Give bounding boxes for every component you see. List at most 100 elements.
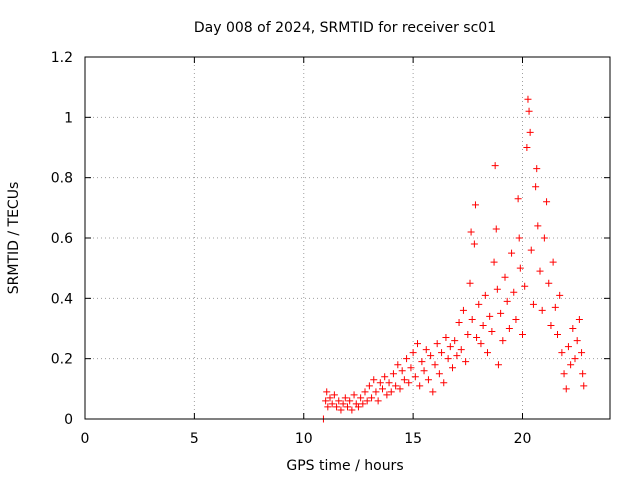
x-axis-label: GPS time / hours bbox=[286, 458, 403, 474]
data-point bbox=[455, 318, 463, 326]
data-point bbox=[389, 370, 397, 378]
data-point bbox=[431, 361, 439, 369]
data-point bbox=[370, 376, 378, 384]
data-point bbox=[490, 258, 498, 266]
data-point bbox=[400, 376, 408, 384]
data-point bbox=[374, 397, 382, 405]
data-point bbox=[475, 300, 483, 308]
data-point bbox=[365, 382, 373, 390]
x-tick-label: 0 bbox=[81, 431, 90, 447]
data-point bbox=[578, 349, 586, 357]
y-tick-label: 0 bbox=[64, 412, 73, 428]
data-point bbox=[462, 358, 470, 366]
data-point bbox=[556, 291, 564, 299]
data-point bbox=[519, 331, 526, 339]
data-point bbox=[467, 228, 475, 236]
data-point bbox=[348, 406, 356, 414]
y-tick-label: 1 bbox=[64, 110, 73, 126]
data-point bbox=[560, 370, 568, 378]
data-point bbox=[363, 397, 371, 405]
data-point bbox=[473, 334, 481, 342]
data-point bbox=[341, 394, 349, 402]
data-point bbox=[403, 355, 411, 363]
data-point bbox=[392, 382, 400, 390]
data-point bbox=[510, 288, 518, 296]
data-point bbox=[405, 379, 413, 387]
data-point bbox=[359, 400, 367, 408]
data-point bbox=[435, 370, 443, 378]
data-point bbox=[444, 355, 452, 363]
data-point bbox=[357, 394, 365, 402]
data-point bbox=[554, 331, 561, 339]
data-point bbox=[532, 183, 540, 191]
data-point bbox=[536, 267, 544, 275]
data-point bbox=[422, 346, 430, 354]
data-point bbox=[573, 337, 581, 345]
data-point bbox=[381, 373, 389, 381]
data-point bbox=[479, 321, 487, 329]
y-axis-label: SRMTID / TECUs bbox=[6, 182, 22, 295]
data-point bbox=[571, 355, 579, 363]
data-point bbox=[409, 349, 417, 357]
data-point bbox=[361, 388, 369, 396]
data-point bbox=[562, 385, 570, 393]
data-point bbox=[326, 394, 334, 402]
data-point bbox=[328, 400, 336, 408]
x-tick-label: 5 bbox=[190, 431, 199, 447]
data-point bbox=[322, 397, 330, 405]
y-tick-label: 0.4 bbox=[51, 291, 73, 307]
data-point bbox=[569, 325, 577, 332]
data-point bbox=[451, 337, 459, 345]
data-point bbox=[551, 303, 559, 311]
y-tick-label: 1.2 bbox=[51, 50, 73, 66]
data-point bbox=[335, 397, 343, 405]
data-point bbox=[383, 391, 391, 399]
data-point bbox=[466, 279, 474, 287]
data-point bbox=[505, 325, 513, 332]
data-point bbox=[512, 315, 520, 323]
data-point bbox=[526, 128, 534, 136]
x-tick-label: 15 bbox=[404, 431, 422, 447]
data-point bbox=[477, 340, 485, 348]
data-point bbox=[333, 403, 341, 411]
data-point bbox=[429, 388, 437, 396]
data-point bbox=[579, 370, 587, 378]
data-point bbox=[514, 195, 522, 203]
data-points bbox=[319, 95, 588, 423]
data-point bbox=[438, 349, 446, 357]
data-point bbox=[394, 361, 402, 369]
data-point bbox=[330, 391, 338, 399]
data-point bbox=[372, 388, 380, 396]
data-point bbox=[523, 144, 531, 151]
data-point bbox=[558, 349, 566, 357]
data-point bbox=[449, 364, 456, 372]
x-tick-label: 20 bbox=[514, 431, 532, 447]
data-point bbox=[385, 379, 393, 387]
data-point bbox=[540, 234, 548, 242]
data-point bbox=[446, 343, 454, 351]
data-point bbox=[464, 331, 472, 339]
data-point bbox=[416, 382, 424, 390]
data-point bbox=[488, 328, 496, 336]
data-point bbox=[411, 373, 419, 381]
data-point bbox=[575, 315, 583, 323]
data-point bbox=[533, 165, 541, 173]
data-point bbox=[486, 312, 494, 320]
data-point bbox=[344, 403, 351, 411]
data-point bbox=[398, 367, 406, 375]
data-point bbox=[508, 249, 516, 257]
data-point bbox=[368, 394, 376, 402]
data-point bbox=[433, 340, 441, 348]
data-point bbox=[543, 198, 551, 206]
y-tick-label: 0.2 bbox=[51, 352, 73, 368]
data-point bbox=[471, 201, 479, 209]
data-point bbox=[547, 321, 555, 329]
data-point bbox=[484, 349, 491, 357]
data-point bbox=[527, 246, 535, 254]
data-point bbox=[529, 300, 537, 308]
data-point bbox=[545, 279, 553, 287]
tick-labels: 0 5 10 15 20 0 0.2 0.4 0.6 0.8 1 1.2 bbox=[51, 50, 532, 447]
data-point bbox=[420, 367, 428, 375]
data-point bbox=[580, 382, 588, 390]
y-tick-label: 0.6 bbox=[51, 231, 73, 247]
